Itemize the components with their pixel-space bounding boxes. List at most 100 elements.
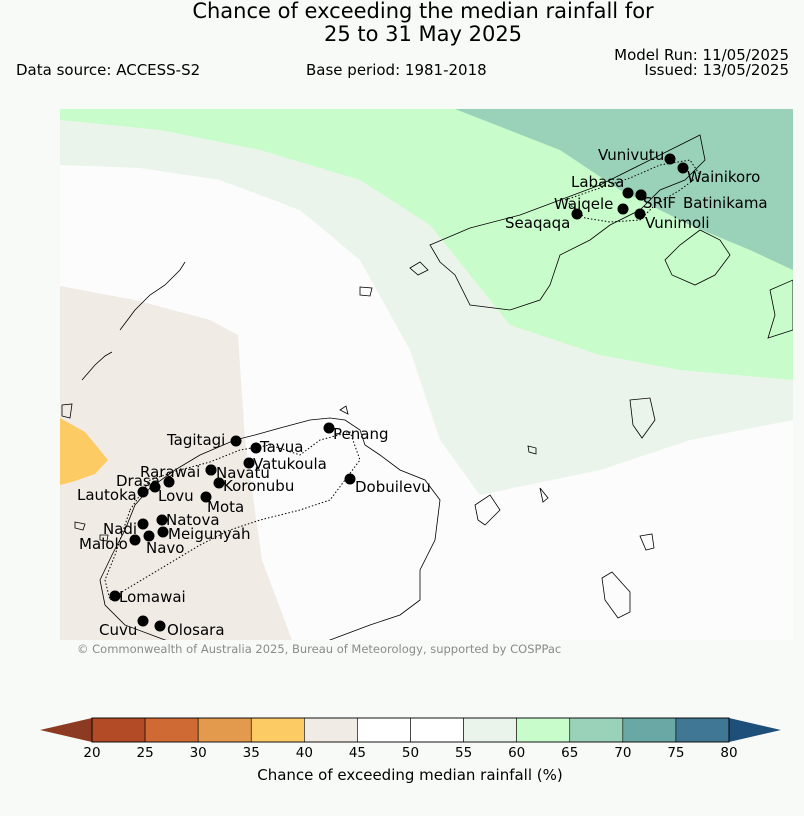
colorbar-tick-label: 50 [401,745,420,761]
map-title: Chance of exceeding the median rainfall … [0,0,804,46]
station-olosara: Olosara [154,620,225,639]
station-marker [677,162,689,174]
colorbar-tick-label: 65 [561,745,579,761]
station-label: Navatu [216,464,270,482]
station-tagitagi: Tagitagi [166,431,242,449]
colorbar-segment [463,717,517,743]
station-marker [344,473,356,485]
station-marker [154,620,166,632]
island-8 [767,279,793,339]
station-label: Meigunyah [168,525,250,543]
band-35-40 [60,418,108,485]
station-label: Cuvu [99,621,137,639]
station-navo: Navo [143,530,184,557]
station-marker [157,526,169,538]
station-label: Olosara [167,621,225,639]
station-vunimoli: Vunimoli [634,208,710,232]
station-label: Mota [207,498,244,516]
colorbar-tick-label: 60 [508,745,526,761]
station-navatu: Navatu [205,464,270,482]
station-lomawai: Lomawai [109,588,186,606]
viti-levu-coastline [99,417,441,640]
island-9 [409,261,429,276]
station-label: Seaqaqa [505,214,570,232]
colorbar-tick-label: 75 [667,745,685,761]
station-label: Vatukoula [253,455,327,473]
station-label: Koronubu [223,477,294,495]
station-label: Drasa [116,472,160,490]
model-run: Model Run: 11/05/2025 [614,46,789,64]
station-seaqaqa: Seaqaqa [505,208,583,232]
island-6 [527,445,537,455]
station-lovu: Lovu [149,481,194,505]
station-marker [634,208,646,220]
title-line-2: 25 to 31 May 2025 [323,22,523,46]
colorbar-tick-label: 70 [614,745,632,761]
colorbar-segment [516,717,571,743]
station-label: SRIF [643,194,676,212]
station-marker [156,514,168,526]
colorbar-tick-label: 30 [189,745,207,761]
colorbar-tick-label: 45 [348,745,366,761]
station-vatukoula: Vatukoula [243,455,327,473]
colorbar-tick-label: 40 [295,745,313,761]
stations-layer: Vunivutu Wainikoro Labasa SRIF Batinikama Wai… [77,146,768,639]
station-marker [149,481,161,493]
colorbar-segment [410,717,464,743]
station-marker [664,153,676,165]
station-marker [200,491,212,503]
station-marker [129,534,141,546]
island-4 [539,487,549,503]
colorbar-segment [91,717,146,743]
colorbar-tick-label: 80 [720,745,738,761]
station-marker [622,187,634,199]
island-13 [339,405,349,415]
island-7 [639,533,655,551]
station-label: Natova [166,511,220,529]
island-5 [601,571,631,619]
station-label: Dobuilevu [355,478,431,496]
catchment-boundaries [104,159,701,601]
viti-levu-catchments [104,431,361,601]
station-label: Lovu [158,487,194,505]
station-label: Waiqele [554,195,613,213]
island-1 [359,286,373,297]
station-label: Vunimoli [645,214,710,232]
station-label: Navo [146,539,184,557]
colorbar-segment [357,717,411,743]
station-labasa: Labasa [571,173,634,199]
station-label: Tavua [259,438,303,456]
issued-date: Issued: 13/05/2025 [644,61,789,79]
title-line-1: Chance of exceeding the median rainfall … [192,0,654,23]
colorbar-segment [569,717,624,743]
station-marker [571,208,583,220]
station-wainikoro: Wainikoro [677,162,760,186]
coastlines [61,134,793,640]
band-40-45 [60,286,292,640]
station-label: Penang [333,425,388,443]
station-tavua: Tavua [250,438,303,456]
station-label: Malolo [79,535,128,553]
station-label: Nadi [103,520,137,538]
station-marker [323,422,335,434]
station-label: Lomawai [119,588,186,606]
colorbar-segment [622,717,677,743]
station-malolo: Malolo [79,534,141,553]
station-nadi: Nadi [103,518,149,538]
station-koronubu: Koronubu [213,477,294,495]
station-marker [109,590,121,602]
colorbar-tick-label: 35 [242,745,260,761]
station-marker [617,203,629,215]
island-10 [61,403,73,419]
yasawa-chain [119,261,186,331]
station-marker [137,486,149,498]
station-label: Rarawai [140,463,200,481]
island-3 [474,494,501,526]
station-batinikama: Batinikama [635,189,768,212]
station-marker [250,442,262,454]
station-label: Vunivutu [598,146,664,164]
station-marker [213,477,225,489]
copyright-credit: © Commonwealth of Australia 2025, Bureau… [77,642,562,656]
station-lautoka: Lautoka [77,486,149,504]
station-label: Labasa [571,173,624,191]
